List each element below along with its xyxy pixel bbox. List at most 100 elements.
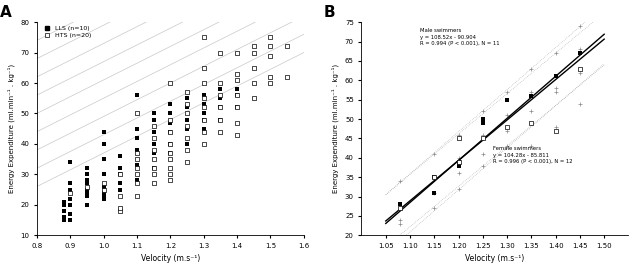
Text: Female swimmers
y = 104.28x - 85.811
R = 0.996 (P < 0.001), N = 12: Female swimmers y = 104.28x - 85.811 R =… [493, 146, 572, 164]
Point [429, 175, 439, 179]
Point [148, 181, 158, 186]
Point [395, 202, 405, 206]
Point [82, 190, 92, 195]
Point [198, 130, 209, 134]
Point [216, 105, 226, 109]
Point [526, 109, 536, 114]
Point [453, 155, 463, 160]
Point [429, 175, 439, 179]
Point [182, 123, 192, 128]
Point [98, 197, 108, 201]
Point [148, 111, 158, 116]
Point [526, 121, 536, 125]
Point [502, 97, 512, 102]
Point [165, 111, 176, 116]
Text: B: B [324, 5, 336, 20]
Point [98, 157, 108, 161]
Point [115, 172, 126, 176]
Point [65, 187, 75, 192]
Point [65, 203, 75, 207]
Point [282, 75, 292, 79]
Point [266, 54, 276, 58]
Point [165, 130, 176, 134]
Point [148, 136, 158, 140]
Point [249, 50, 259, 55]
Point [65, 212, 75, 216]
Point [182, 102, 192, 107]
Point [395, 206, 405, 210]
Point [58, 215, 68, 219]
Point [115, 166, 126, 171]
Point [453, 132, 463, 137]
Point [575, 24, 585, 28]
Point [232, 87, 242, 91]
Point [182, 105, 192, 109]
Point [82, 181, 92, 186]
Point [165, 142, 176, 146]
Point [478, 121, 488, 125]
Point [98, 142, 108, 146]
Point [526, 66, 536, 71]
Point [148, 166, 158, 171]
Legend: LLS (n=10), HTS (n=20): LLS (n=10), HTS (n=20) [40, 25, 92, 38]
Point [148, 123, 158, 128]
Point [115, 172, 126, 176]
Point [82, 184, 92, 189]
Point [478, 132, 488, 137]
Point [58, 203, 68, 207]
Point [249, 81, 259, 85]
Point [249, 44, 259, 49]
Point [165, 151, 176, 155]
Point [98, 172, 108, 176]
Point [232, 50, 242, 55]
Point [115, 206, 126, 210]
Point [132, 151, 142, 155]
Point [98, 193, 108, 198]
Point [502, 144, 512, 148]
Point [98, 130, 108, 134]
Point [198, 111, 209, 116]
Point [266, 75, 276, 79]
Point [132, 136, 142, 140]
Point [98, 181, 108, 186]
Point [232, 72, 242, 76]
Point [148, 157, 158, 161]
Point [453, 160, 463, 164]
Point [65, 197, 75, 201]
Point [82, 172, 92, 176]
Point [453, 171, 463, 175]
Point [429, 175, 439, 179]
Point [132, 93, 142, 97]
Point [266, 44, 276, 49]
Point [198, 96, 209, 100]
Point [198, 117, 209, 122]
Point [526, 94, 536, 98]
Point [198, 66, 209, 70]
Point [453, 187, 463, 191]
Point [266, 81, 276, 85]
Point [132, 178, 142, 183]
Point [395, 221, 405, 226]
Point [148, 117, 158, 122]
Point [478, 109, 488, 114]
Point [198, 93, 209, 97]
Point [98, 190, 108, 195]
Point [266, 35, 276, 40]
Point [550, 90, 560, 94]
Point [526, 90, 536, 94]
Point [165, 151, 176, 155]
Point [216, 105, 226, 109]
Point [148, 148, 158, 152]
Point [198, 81, 209, 85]
Point [65, 218, 75, 222]
Point [132, 172, 142, 176]
Point [478, 117, 488, 121]
Point [198, 102, 209, 107]
Point [198, 35, 209, 40]
Point [550, 125, 560, 129]
Point [575, 70, 585, 75]
Point [132, 111, 142, 116]
Point [216, 50, 226, 55]
Point [148, 130, 158, 134]
Point [453, 136, 463, 140]
